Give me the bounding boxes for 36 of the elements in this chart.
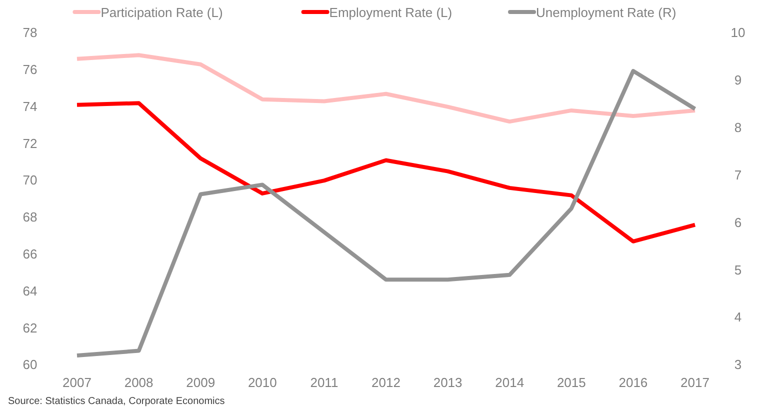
y-tick-label: 62 [22, 320, 38, 336]
line-series [75, 53, 697, 124]
legend-label: Participation Rate (L) [100, 5, 223, 20]
legend-label: Unemployment Rate (R) [536, 5, 676, 20]
y2-tick-label: 5 [734, 262, 742, 278]
x-tick-label: 2016 [618, 375, 648, 390]
x-tick-label: 2007 [62, 375, 92, 390]
y-tick-label: 64 [22, 283, 38, 298]
y-tick-label: 60 [22, 357, 38, 372]
x-tick-label: 2014 [495, 375, 524, 390]
y2-tick-label: 8 [734, 120, 742, 136]
line-series [75, 68, 697, 358]
y-tick-label: 78 [22, 25, 38, 40]
y2-tick-label: 10 [730, 25, 746, 40]
y-tick-label: 76 [22, 62, 38, 78]
y2-tick-label: 3 [734, 357, 742, 372]
legend-label: Employment Rate (L) [329, 5, 452, 20]
x-tick-label: 2012 [372, 375, 400, 390]
y-tick-label: 68 [22, 210, 38, 225]
y2-tick-label: 9 [734, 72, 742, 88]
source-note: Source: Statistics Canada, Corporate Economics [8, 396, 225, 407]
x-tick-label: 2009 [186, 375, 216, 390]
y-tick-label: 66 [22, 246, 38, 262]
x-tick-label: 2010 [248, 375, 277, 390]
y-tick-label: 72 [22, 136, 38, 151]
x-tick-label: 2011 [310, 375, 338, 390]
x-tick-label: 2008 [124, 375, 154, 390]
x-tick-label: 2015 [556, 375, 586, 390]
line-series [75, 101, 697, 244]
y2-tick-label: 7 [734, 167, 742, 182]
x-tick-label: 2013 [433, 375, 462, 390]
y2-tick-label: 4 [734, 310, 742, 325]
y-tick-label: 70 [22, 172, 38, 188]
y-tick-label: 74 [22, 98, 38, 114]
x-tick-label: 2017 [680, 375, 710, 390]
y2-tick-label: 6 [734, 214, 742, 230]
